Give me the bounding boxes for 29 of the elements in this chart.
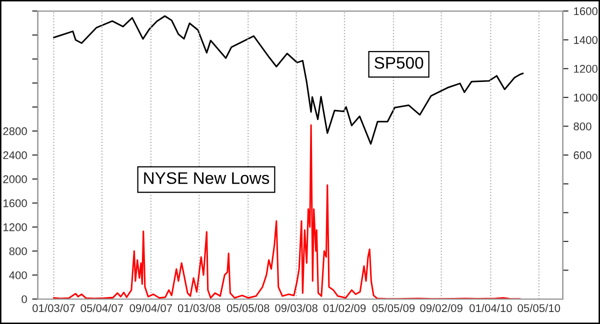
y2-tick-label: 800 [574, 122, 592, 130]
y-tick-label: 2800 [3, 127, 27, 136]
y2-tick-label: 1600 [574, 7, 598, 16]
y-tick-label: 800 [9, 247, 27, 256]
y2-tick-label: 600 [574, 151, 592, 160]
x-tick-label: 01/03/08 [178, 304, 220, 312]
y2-tick-label: 1400 [574, 36, 598, 44]
text: NYSE New Lows [144, 172, 270, 184]
line-series [52, 124, 521, 300]
x-tick-label: 01/02/09 [323, 304, 366, 312]
y-tick-label: 1200 [4, 223, 27, 232]
y-tick-label: 0 [22, 295, 27, 304]
y-tick-label: 400 [9, 271, 27, 280]
x-tick-label: 05/05/09 [372, 304, 415, 312]
y-tick-label: 2400 [3, 151, 27, 160]
x-tick-label: 01/03/07 [32, 304, 75, 312]
y2-tick-label: 1000 [574, 94, 598, 102]
x-tick-label: 09/02/09 [420, 304, 462, 312]
y-tick-label: 2000 [3, 175, 27, 184]
series-label: SP500 [374, 56, 424, 69]
x-tick-label: 05/05/10 [518, 304, 560, 312]
y-tick-label: 1600 [4, 199, 27, 208]
x-tick-label: 09/03/08 [275, 304, 318, 312]
x-tick-label: 09/04/07 [130, 304, 172, 312]
x-tick-label: 01/04/10 [470, 304, 512, 312]
line-series [52, 15, 524, 145]
x-tick-label: 05/05/08 [226, 304, 270, 312]
y2-tick-label: 1200 [574, 64, 598, 73]
x-tick-label: 05/04/07 [80, 304, 123, 312]
